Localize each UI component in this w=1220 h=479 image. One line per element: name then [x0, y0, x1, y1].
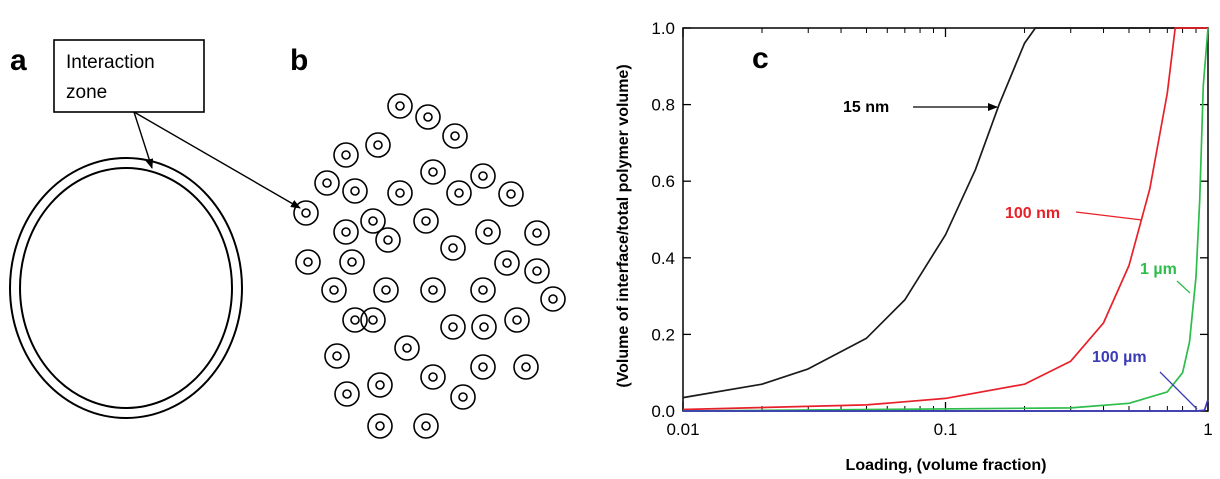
nanoparticle	[324, 343, 350, 369]
nanoparticle	[367, 413, 393, 439]
nanoparticle	[321, 277, 347, 303]
nanoparticle	[333, 219, 359, 245]
nanoparticle	[394, 335, 420, 361]
y-tick-label: 0.2	[651, 325, 675, 344]
x-tick-label: 0.1	[934, 420, 958, 439]
x-tick-label: 1	[1203, 420, 1212, 439]
callout-arrow-to-particles	[133, 111, 301, 209]
nanoparticle	[420, 364, 446, 390]
nanoparticle	[365, 132, 391, 158]
nanoparticle	[446, 180, 472, 206]
series-label-100um: 100 µm	[1092, 349, 1147, 366]
nanoparticle	[440, 314, 466, 340]
nanoparticle	[524, 220, 550, 246]
nanoparticle	[471, 314, 497, 340]
callout-arrow-to-ring	[133, 111, 154, 169]
nanoparticle	[420, 277, 446, 303]
nanoparticle	[420, 159, 446, 185]
series-label-15nm: 15 nm	[843, 99, 889, 116]
y-tick-label: 1.0	[651, 19, 675, 38]
nanoparticle	[498, 181, 524, 207]
callout-label-line1: Interaction	[66, 52, 155, 73]
nanoparticle	[360, 307, 386, 333]
particle-inner-ring	[19, 167, 233, 409]
panel-b-letter: b	[290, 44, 308, 77]
nanoparticle	[450, 384, 476, 410]
series-label-100nm: 100 nm	[1005, 205, 1060, 222]
panel-c: 0.0 0.2 0.4 0.6 0.8 1.0 0.01 0.1 1 c (Volume of …	[615, 19, 1213, 474]
nanoparticle	[513, 354, 539, 380]
series-arrow-1um	[1176, 280, 1191, 294]
series-line-15nm	[682, 27, 1208, 399]
panel-a-letter: a	[10, 44, 27, 77]
nanoparticle	[470, 354, 496, 380]
series-arrow-100um	[1159, 371, 1198, 410]
series-arrow-100nm	[1075, 211, 1143, 221]
panel-b: b	[290, 44, 566, 439]
nanoparticle	[442, 123, 468, 149]
nanoparticle	[387, 180, 413, 206]
nanoparticle	[440, 235, 466, 261]
series-label-1um: 1 µm	[1140, 261, 1177, 278]
panel-a: a Interaction zone	[9, 39, 301, 419]
panel-c-letter: c	[752, 42, 769, 75]
nanoparticle	[373, 277, 399, 303]
nanoparticle	[293, 200, 319, 226]
y-axis-title: (Volume of interface/total polymer volum…	[615, 64, 632, 387]
nanoparticle	[387, 93, 413, 119]
nanoparticle	[339, 249, 365, 275]
nanoparticle	[334, 381, 360, 407]
y-tick-label: 0.6	[651, 172, 675, 191]
x-axis-title: Loading, (volume fraction)	[846, 457, 1047, 474]
nanoparticle	[295, 249, 321, 275]
x-tick-label: 0.01	[666, 420, 699, 439]
nanoparticle	[375, 227, 401, 253]
nanoparticle	[524, 258, 550, 284]
nanoparticle	[475, 219, 501, 245]
nanoparticle-field	[293, 93, 566, 439]
interaction-zone-callout-box	[53, 39, 205, 113]
nanoparticle	[540, 286, 566, 312]
nanoparticle	[314, 170, 340, 196]
callout-label-line2: zone	[66, 82, 107, 103]
nanoparticle	[342, 178, 368, 204]
nanoparticle	[413, 208, 439, 234]
series-line-100um	[683, 399, 1209, 412]
series-line-1um	[682, 27, 1209, 412]
nanoparticle	[504, 307, 530, 333]
nanoparticle	[470, 163, 496, 189]
series-line-100nm	[682, 27, 1208, 411]
nanoparticle	[470, 277, 496, 303]
y-tick-label: 0.8	[651, 96, 675, 115]
nanoparticle	[333, 142, 359, 168]
nanoparticle	[494, 250, 520, 276]
nanoparticle	[360, 208, 386, 234]
nanoparticle	[415, 104, 441, 130]
chart-area: 0.0 0.2 0.4 0.6 0.8 1.0 0.01 0.1 1	[651, 19, 1212, 439]
nanoparticle	[367, 372, 393, 398]
nanoparticle	[413, 413, 439, 439]
nanoparticle	[342, 307, 368, 333]
y-tick-label: 0.0	[651, 402, 675, 421]
particle-outer-ring	[9, 157, 243, 419]
y-tick-label: 0.4	[651, 249, 675, 268]
